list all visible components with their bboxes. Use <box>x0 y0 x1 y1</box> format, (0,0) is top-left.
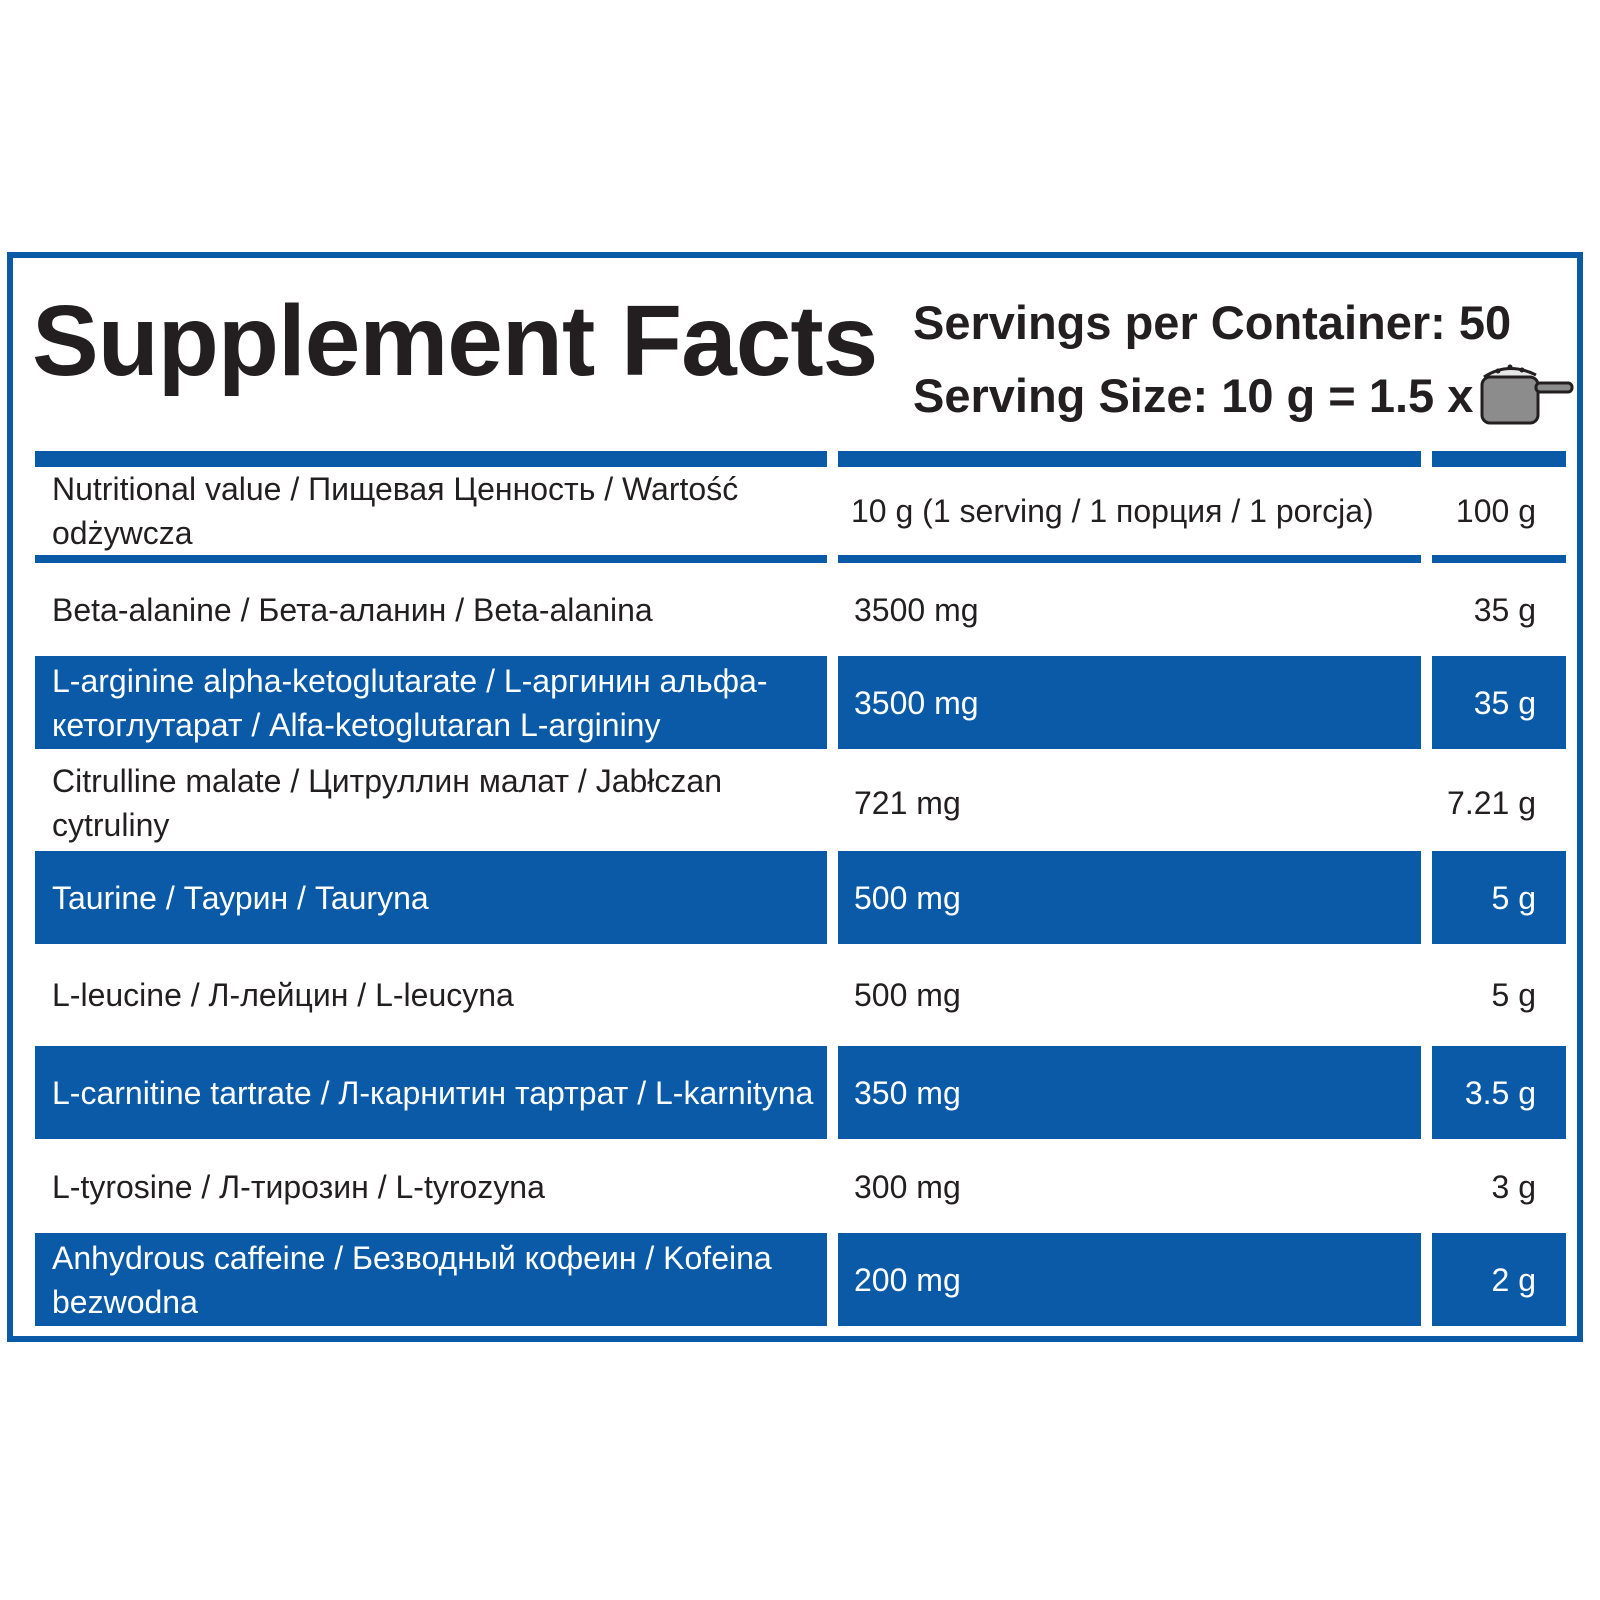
table-row: L-arginine alpha-ketoglutarate / L-аргин… <box>0 656 1600 749</box>
ingredient-name: Anhydrous caffeine / Безводный кофеин / … <box>35 1233 827 1326</box>
amount-per-100g: 7.21 g <box>1447 785 1536 821</box>
table-row: L-leucine / Л-лейцин / L-leucyna 500 mg … <box>0 948 1600 1041</box>
amount-per-serving: 721 mg <box>854 785 961 821</box>
header-bar-bottom-2 <box>838 555 1421 563</box>
table-row: Taurine / Таурин / Tauryna 500 mg 5 g <box>0 851 1600 944</box>
supplement-facts-panel <box>7 252 1583 1342</box>
header-per-100g: 100 g <box>1455 493 1536 529</box>
table-row: L-tyrosine / Л-тирозин / L-tyrozyna 300 … <box>0 1140 1600 1233</box>
page-title: Supplement Facts <box>32 285 878 397</box>
amount-per-100g: 5 g <box>1491 976 1536 1013</box>
table-row: Anhydrous caffeine / Безводный кофеин / … <box>0 1233 1600 1326</box>
header-bar-top-3 <box>1432 451 1566 467</box>
table-header-row: Nutritional value / Пищевая Ценность / W… <box>0 467 1600 555</box>
table-row: Beta-alanine / Бета-аланин / Beta-alanin… <box>0 563 1600 656</box>
header-bar-top-1 <box>35 451 827 467</box>
table-row: Citrulline malate / Цитруллин малат / Ja… <box>0 756 1600 850</box>
table-row: L-carnitine tartrate / Л-карнитин тартра… <box>0 1046 1600 1139</box>
serving-size: Serving Size: 10 g = 1.5 x <box>913 369 1474 422</box>
amount-per-serving: 500 mg <box>838 851 1421 944</box>
header-nutritional-value: Nutritional value / Пищевая Ценность / W… <box>52 471 739 551</box>
amount-per-100g: 35 g <box>1473 591 1536 628</box>
amount-per-100g: 3 g <box>1491 1168 1536 1205</box>
ingredient-name: Beta-alanine / Бета-аланин / Beta-alanin… <box>52 591 653 628</box>
amount-per-serving: 300 mg <box>854 1168 961 1205</box>
amount-per-serving: 500 mg <box>854 976 961 1013</box>
amount-per-100g: 2 g <box>1432 1233 1566 1326</box>
amount-per-serving: 3500 mg <box>838 656 1421 749</box>
measuring-scoop-icon <box>1480 364 1574 425</box>
ingredient-name: L-tyrosine / Л-тирозин / L-tyrozyna <box>52 1168 545 1205</box>
amount-per-100g: 5 g <box>1432 851 1566 944</box>
amount-per-serving: 3500 mg <box>854 591 979 628</box>
amount-per-serving: 350 mg <box>838 1046 1421 1139</box>
ingredient-name: L-arginine alpha-ketoglutarate / L-аргин… <box>35 656 827 749</box>
header-bar-bottom-1 <box>35 555 827 563</box>
amount-per-100g: 3.5 g <box>1432 1046 1566 1139</box>
header-bar-bottom-3 <box>1432 555 1566 563</box>
ingredient-name: Citrulline malate / Цитруллин малат / Ja… <box>52 763 722 843</box>
ingredient-name: L-carnitine tartrate / Л-карнитин тартра… <box>35 1046 827 1139</box>
header-per-serving: 10 g (1 serving / 1 порция / 1 porcja) <box>851 493 1374 529</box>
ingredient-name: L-leucine / Л-лейцин / L-leucyna <box>52 976 514 1013</box>
ingredient-name: Taurine / Таурин / Tauryna <box>35 851 827 944</box>
servings-per-container: Servings per Container: 50 <box>913 296 1512 349</box>
amount-per-100g: 35 g <box>1432 656 1566 749</box>
header-bar-top-2 <box>838 451 1421 467</box>
amount-per-serving: 200 mg <box>838 1233 1421 1326</box>
